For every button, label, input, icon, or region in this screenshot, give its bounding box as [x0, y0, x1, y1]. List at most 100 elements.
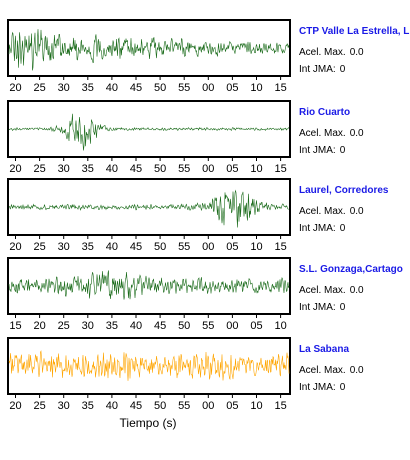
waveform-line — [8, 270, 290, 300]
x-tick-label: 55 — [178, 400, 190, 412]
acel-max-value: 0.0 — [350, 128, 364, 139]
panel-frame — [7, 337, 291, 395]
x-tick-label: 20 — [9, 163, 21, 175]
x-tick-label: 55 — [202, 320, 214, 332]
acel-max-label: Acel. Max. — [299, 128, 346, 139]
int-jma-readout: Int JMA: 0 — [299, 302, 346, 313]
int-jma-readout: Int JMA: 0 — [299, 223, 346, 234]
x-tick-label: 15 — [274, 163, 286, 175]
x-tick-label: 55 — [178, 163, 190, 175]
x-axis-label: Tiempo (s) — [120, 416, 177, 430]
x-tick-label: 10 — [250, 400, 262, 412]
acel-max-label: Acel. Max. — [299, 365, 346, 376]
station-name: La Sabana — [299, 344, 349, 355]
x-tick-label: 20 — [9, 241, 21, 253]
station-panel: 20 25 30 35 40 45 50 55 00 05 10 15 CTP Valle La Est… — [7, 19, 409, 94]
acel-max-value: 0.0 — [350, 206, 364, 217]
x-tick-label: 35 — [82, 241, 94, 253]
acel-max-label: Acel. Max. — [299, 206, 346, 217]
x-tick-label: 10 — [274, 320, 286, 332]
int-jma-value: 0 — [340, 145, 346, 156]
int-jma-readout: Int JMA: 0 — [299, 64, 346, 75]
station-name: S.L. Gonzaga,Cartago — [299, 264, 403, 275]
x-tick-label: 30 — [58, 163, 70, 175]
x-tick-label: 15 — [274, 400, 286, 412]
x-tick-label: 55 — [178, 82, 190, 94]
acel-max-label: Acel. Max. — [299, 47, 346, 58]
station-panel: 20 25 30 35 40 45 50 55 00 05 10 15 Rio Cuarto Acel. … — [7, 100, 364, 175]
x-tick-label: 25 — [33, 163, 45, 175]
int-jma-label: Int JMA: — [299, 64, 336, 75]
panel-frame — [7, 100, 291, 158]
x-tick-label: 50 — [154, 82, 166, 94]
panel-frame — [7, 19, 291, 77]
x-tick-label: 20 — [9, 82, 21, 94]
x-tick-label: 00 — [202, 241, 214, 253]
x-tick-label: 40 — [106, 241, 118, 253]
x-tick-label: 15 — [274, 241, 286, 253]
acel-max-value: 0.0 — [350, 47, 364, 58]
x-tick-label: 50 — [154, 241, 166, 253]
station-panel: 20 25 30 35 40 45 50 55 00 05 10 15 La Sabana Acel. M… — [7, 337, 364, 412]
acel-max-readout: Acel. Max. 0.0 — [299, 206, 364, 217]
station-name: Laurel, Corredores — [299, 185, 389, 196]
station-name: Rio Cuarto — [299, 107, 350, 118]
x-tick-label: 45 — [130, 241, 142, 253]
int-jma-readout: Int JMA: 0 — [299, 145, 346, 156]
x-tick-label: 10 — [250, 241, 262, 253]
x-tick-label: 35 — [82, 400, 94, 412]
x-tick-label: 05 — [226, 400, 238, 412]
panel-frame — [7, 178, 291, 236]
x-tick-label: 25 — [33, 400, 45, 412]
x-tick-label: 35 — [82, 163, 94, 175]
x-tick-label: 30 — [58, 400, 70, 412]
x-tick-label: 50 — [154, 163, 166, 175]
acel-max-readout: Acel. Max. 0.0 — [299, 128, 364, 139]
x-tick-label: 40 — [106, 400, 118, 412]
int-jma-label: Int JMA: — [299, 302, 336, 313]
x-tick-label: 25 — [33, 241, 45, 253]
x-tick-label: 55 — [178, 241, 190, 253]
int-jma-readout: Int JMA: 0 — [299, 382, 346, 393]
acel-max-value: 0.0 — [350, 285, 364, 296]
x-tick-label: 30 — [82, 320, 94, 332]
x-tick-label: 40 — [106, 163, 118, 175]
int-jma-value: 0 — [340, 302, 346, 313]
x-tick-label: 45 — [130, 400, 142, 412]
int-jma-label: Int JMA: — [299, 145, 336, 156]
x-tick-label: 05 — [226, 241, 238, 253]
x-tick-label: 15 — [274, 82, 286, 94]
x-tick-label: 05 — [250, 320, 262, 332]
waveform-line — [8, 350, 290, 381]
x-tick-label: 50 — [154, 400, 166, 412]
x-tick-label: 20 — [9, 400, 21, 412]
int-jma-value: 0 — [340, 382, 346, 393]
x-tick-label: 05 — [226, 82, 238, 94]
x-tick-label: 50 — [178, 320, 190, 332]
x-tick-label: 05 — [226, 163, 238, 175]
station-name: CTP Valle La Estrella, L — [299, 26, 409, 37]
int-jma-label: Int JMA: — [299, 223, 336, 234]
x-tick-label: 00 — [202, 400, 214, 412]
int-jma-label: Int JMA: — [299, 382, 336, 393]
x-tick-label: 20 — [33, 320, 45, 332]
acel-max-value: 0.0 — [350, 365, 364, 376]
int-jma-value: 0 — [340, 64, 346, 75]
station-panel: 15 20 25 30 35 40 45 50 55 00 05 10 S.L. Gonzaga,Car… — [7, 257, 403, 332]
x-tick-label: 40 — [130, 320, 142, 332]
x-tick-label: 25 — [58, 320, 70, 332]
acel-max-readout: Acel. Max. 0.0 — [299, 285, 364, 296]
station-panel: 20 25 30 35 40 45 50 55 00 05 10 15 Laurel, Corredor… — [7, 178, 389, 253]
acel-max-readout: Acel. Max. 0.0 — [299, 47, 364, 58]
x-tick-label: 35 — [106, 320, 118, 332]
x-tick-label: 00 — [226, 320, 238, 332]
waveform-line — [8, 189, 290, 228]
x-tick-label: 30 — [58, 241, 70, 253]
x-tick-label: 10 — [250, 163, 262, 175]
x-tick-label: 00 — [202, 82, 214, 94]
x-tick-label: 35 — [82, 82, 94, 94]
x-tick-label: 15 — [9, 320, 21, 332]
acel-max-readout: Acel. Max. 0.0 — [299, 365, 364, 376]
acel-max-label: Acel. Max. — [299, 285, 346, 296]
